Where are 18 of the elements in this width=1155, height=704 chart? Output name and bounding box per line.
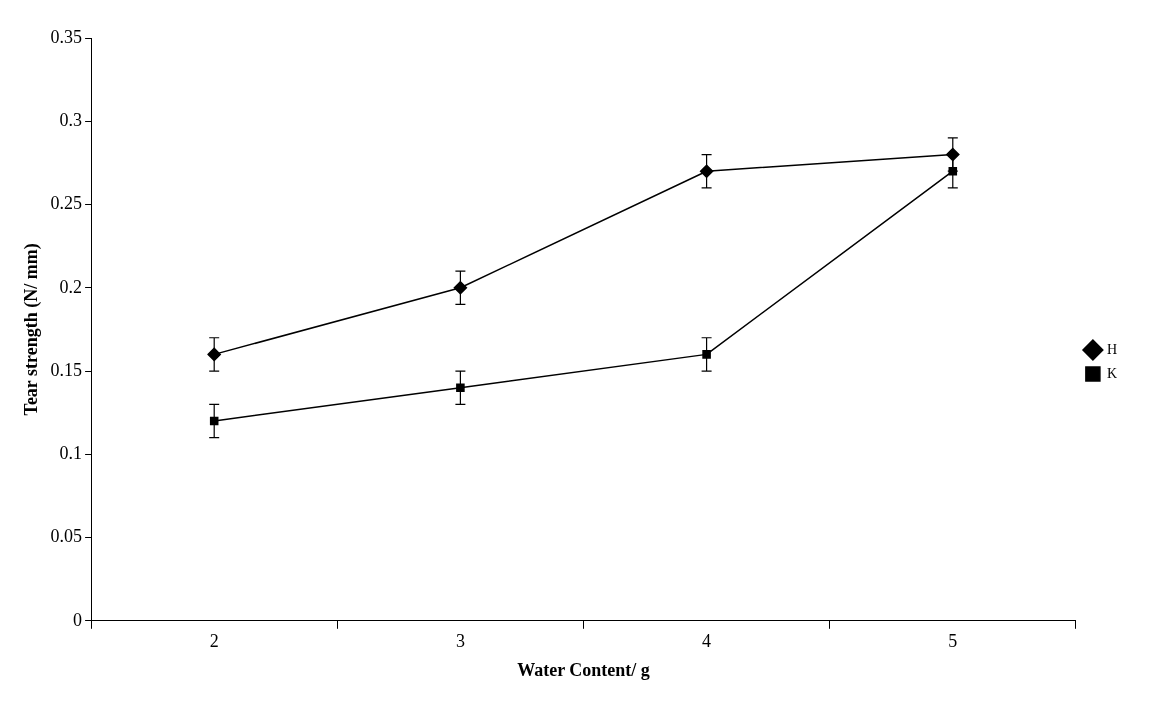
x-tick-label: 5 — [948, 631, 958, 652]
y-tick-label: 0.15 — [50, 359, 83, 380]
y-tick-label: 0.1 — [59, 443, 83, 464]
y-tick-label: 0 — [73, 609, 83, 630]
y-tick-label: 0.05 — [50, 526, 83, 547]
y-axis-title: Tear strength (N/ mm) — [21, 243, 43, 416]
x-tick-label: 3 — [455, 631, 465, 652]
point — [456, 383, 465, 392]
y-tick-label: 0.25 — [50, 193, 83, 214]
y-tick-label: 0.2 — [59, 276, 83, 297]
legend-label: K — [1106, 365, 1118, 381]
y-tick-label: 0.3 — [59, 109, 83, 130]
x-tick-label: 4 — [702, 631, 712, 652]
legend-label: H — [1106, 341, 1118, 357]
point — [702, 350, 711, 359]
y-tick-label: 0.35 — [50, 26, 83, 47]
x-tick-label: 2 — [209, 631, 219, 652]
x-axis-title: Water Content/ g — [517, 659, 650, 680]
